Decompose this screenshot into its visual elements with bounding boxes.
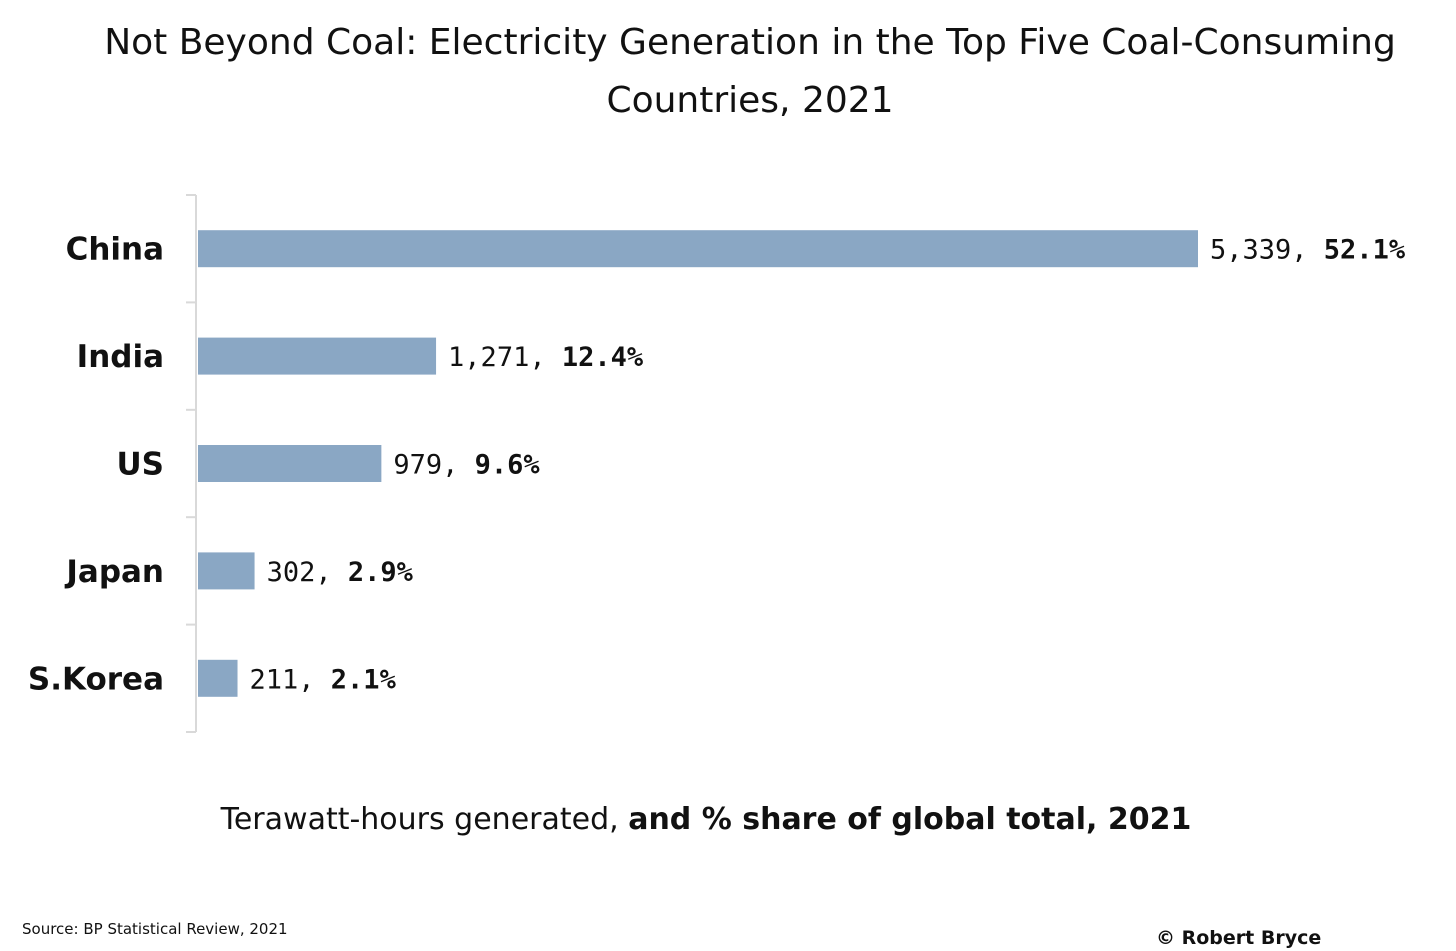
bar: [198, 552, 255, 590]
data-label-share: 52.1%: [1324, 235, 1406, 266]
bar: [198, 659, 238, 697]
category-label: China: [66, 232, 164, 268]
data-label-share: 9.6%: [475, 450, 541, 481]
x-axis-label-part1: Terawatt-hours generated,: [220, 802, 629, 837]
data-label: 1,271, 12.4%: [448, 342, 644, 373]
category-label: S.Korea: [28, 661, 164, 697]
chart-title: Not Beyond Coal: Electricity Generation …: [104, 22, 1396, 121]
data-label-value: 5,339,: [1210, 235, 1324, 266]
bar: [198, 230, 1198, 268]
category-label: Japan: [64, 554, 164, 590]
data-label-share: 2.1%: [331, 664, 397, 695]
data-label: 5,339, 52.1%: [1210, 235, 1406, 266]
x-axis-label: Terawatt-hours generated, and % share of…: [0, 802, 1412, 837]
data-label: 211, 2.1%: [250, 664, 397, 695]
source-note: Source: BP Statistical Review, 2021: [22, 920, 288, 938]
data-label: 302, 2.9%: [267, 557, 414, 588]
data-label-value: 979,: [393, 450, 474, 481]
bar: [198, 337, 437, 375]
copyright-credit: © Robert Bryce: [1156, 927, 1322, 949]
data-label: 979, 9.6%: [393, 450, 540, 481]
data-label-value: 302,: [267, 557, 348, 588]
data-label-share: 12.4%: [562, 342, 644, 373]
data-label-value: 1,271,: [448, 342, 562, 373]
category-label: India: [77, 339, 164, 375]
x-axis-label-part2: and % share of global total, 2021: [628, 802, 1192, 837]
data-label-value: 211,: [250, 664, 331, 695]
bar: [198, 445, 382, 482]
data-label-share: 2.9%: [348, 557, 414, 588]
category-label: US: [117, 447, 165, 483]
